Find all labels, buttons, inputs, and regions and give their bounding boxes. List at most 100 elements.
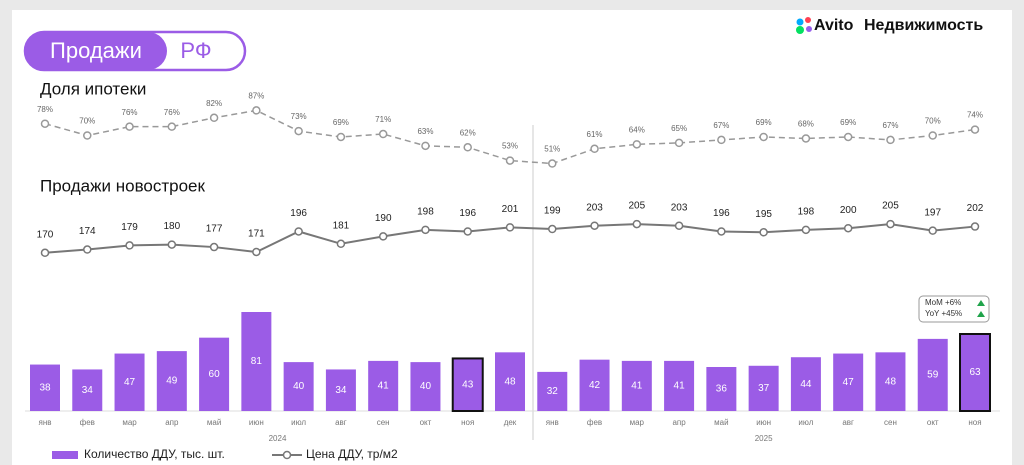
- marker: [336, 239, 346, 249]
- marker: [294, 227, 303, 236]
- bar-label: 41: [631, 381, 643, 392]
- bar: [241, 312, 272, 411]
- up-arrow: [977, 300, 985, 306]
- value-label: 177: [206, 224, 223, 235]
- value-label: 64%: [629, 125, 645, 134]
- bar-label: 47: [124, 377, 136, 388]
- x-tick-label: авг: [335, 418, 347, 427]
- x-tick-label: сен: [377, 418, 390, 427]
- value-label: 199: [544, 206, 561, 217]
- marker: [928, 226, 937, 235]
- marker: [505, 156, 515, 165]
- bar-label: 37: [758, 383, 770, 394]
- x-tick-label: дек: [504, 418, 517, 427]
- marker: [928, 131, 937, 140]
- bar-label: 43: [462, 379, 474, 390]
- bar-label: 48: [885, 376, 897, 387]
- x-tick-label: апр: [165, 418, 179, 427]
- product: Недвижимость: [864, 17, 983, 34]
- bar-label: 60: [209, 369, 221, 380]
- value-label: 190: [375, 213, 392, 224]
- title: Продажи: [50, 38, 142, 63]
- bar: [156, 351, 187, 411]
- x-tick-label: окт: [420, 418, 432, 427]
- value-label: 63%: [417, 127, 433, 136]
- marker: [378, 129, 388, 139]
- bar-label: 36: [716, 384, 728, 395]
- x-tick-label: янв: [546, 418, 559, 427]
- marker: [759, 228, 768, 237]
- x-tick-label: фев: [80, 418, 95, 427]
- value-label: 195: [755, 209, 772, 220]
- bar-label: 40: [420, 381, 432, 392]
- value-label: 69%: [333, 118, 349, 127]
- value-label: 71%: [375, 115, 391, 124]
- year-label: 2024: [269, 434, 287, 443]
- marker: [40, 119, 50, 128]
- bar: [579, 359, 610, 411]
- marker: [801, 225, 811, 235]
- section-title: Продажи новостроек: [40, 176, 206, 195]
- logo-dot: [806, 26, 812, 32]
- marker: [801, 134, 811, 143]
- legend-marker: [282, 450, 292, 460]
- x-tick-label: ноя: [968, 418, 981, 427]
- marker: [590, 144, 599, 154]
- marker: [167, 240, 177, 249]
- bar-label: 47: [843, 377, 855, 388]
- marker: [886, 219, 895, 229]
- marker: [252, 106, 261, 115]
- value-label: 70%: [925, 117, 941, 126]
- bar-label: 32: [547, 386, 559, 397]
- value-label: 180: [163, 221, 180, 232]
- marker: [632, 219, 642, 229]
- value-label: 69%: [840, 118, 856, 127]
- bar: [706, 367, 737, 411]
- bar-label: 41: [378, 381, 390, 392]
- marker: [463, 227, 472, 236]
- marker: [378, 232, 388, 241]
- logo-dot: [796, 26, 804, 34]
- bar-label: 38: [39, 382, 51, 393]
- marker: [252, 247, 261, 257]
- bar: [495, 352, 525, 411]
- marker: [970, 125, 980, 134]
- value-label: 87%: [248, 92, 264, 101]
- marker: [463, 143, 472, 152]
- x-tick-label: апр: [672, 418, 686, 427]
- value-label: 198: [798, 206, 815, 217]
- marker: [83, 245, 92, 254]
- x-tick-label: май: [714, 418, 728, 427]
- x-tick-label: июл: [798, 418, 813, 427]
- value-label: 73%: [291, 112, 307, 121]
- marker: [421, 141, 430, 151]
- marker: [759, 132, 768, 142]
- value-label: 174: [79, 226, 96, 237]
- annotation-box: [918, 295, 990, 323]
- bar: [199, 337, 230, 411]
- marker: [167, 122, 177, 131]
- bar: [790, 357, 821, 411]
- x-tick-label: фев: [587, 418, 602, 427]
- value-label: 196: [290, 208, 307, 219]
- bar-label: 34: [335, 385, 347, 396]
- logo-dot: [805, 17, 811, 23]
- value-label: 181: [333, 220, 350, 231]
- section-title: Доля ипотеки: [40, 79, 146, 98]
- bar-label: 42: [589, 380, 601, 391]
- x-tick-label: мар: [630, 418, 645, 427]
- value-label: 202: [967, 203, 984, 214]
- value-label: 67%: [713, 121, 729, 130]
- marker: [421, 225, 430, 235]
- bar-label: 81: [251, 356, 263, 367]
- value-label: 78%: [37, 105, 53, 114]
- x-tick-label: июн: [756, 418, 771, 427]
- value-label: 53%: [502, 142, 518, 151]
- marker: [632, 140, 642, 149]
- value-label: 196: [459, 208, 476, 219]
- logo-dot: [796, 18, 804, 26]
- bar-label: 48: [504, 376, 516, 387]
- x-tick-label: янв: [39, 418, 52, 427]
- value-label: 51%: [544, 145, 560, 154]
